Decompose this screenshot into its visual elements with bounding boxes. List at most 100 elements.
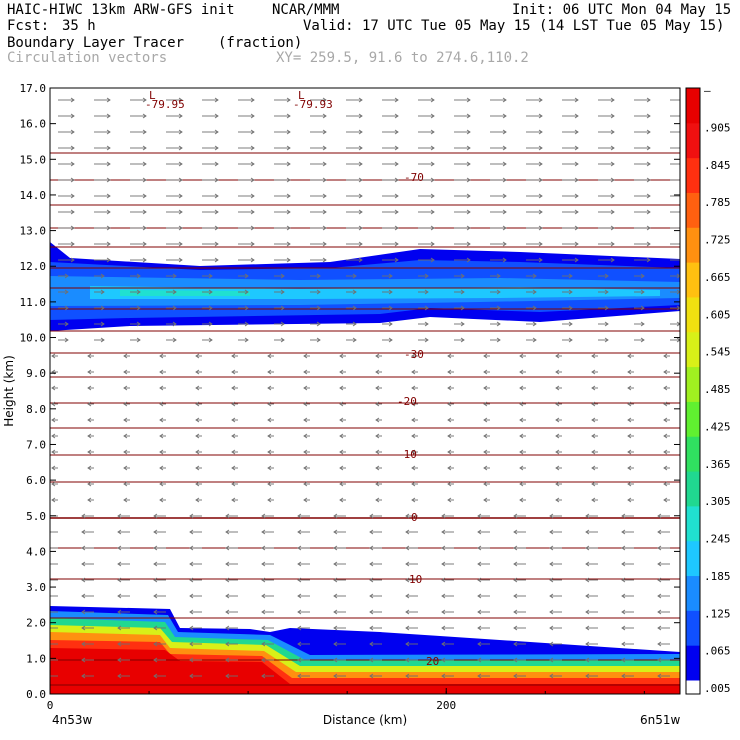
isoline	[50, 516, 680, 520]
contour-labels: -79.95 -79.93 -70 -30 -20 -10 0 10 20 L …	[145, 89, 439, 668]
vector-head	[303, 433, 308, 439]
vector-head	[339, 385, 344, 391]
contour-label: -79.93	[293, 98, 333, 111]
vector-head	[117, 673, 122, 679]
vector-head	[424, 289, 429, 295]
vector-head	[621, 561, 626, 567]
vector-head	[663, 385, 668, 391]
vector-head	[585, 593, 590, 599]
vector-head	[585, 577, 590, 583]
colorbar-label: .305	[704, 495, 731, 508]
vector-head	[358, 177, 363, 183]
vector-head	[261, 641, 266, 647]
vector-head	[70, 145, 75, 151]
vector-head	[225, 513, 230, 519]
vector-head	[447, 465, 452, 471]
vector-head	[267, 353, 272, 359]
vector-head	[430, 97, 435, 103]
y-tick-label: 8.0	[26, 403, 46, 416]
vector-head	[214, 145, 219, 151]
vector-head	[280, 289, 285, 295]
vector-head	[267, 417, 272, 423]
vector-head	[231, 465, 236, 471]
vector-head	[411, 497, 416, 503]
vector-head	[87, 449, 92, 455]
vector-head	[574, 177, 579, 183]
vector-head	[87, 481, 92, 487]
tracer-shading	[50, 242, 680, 694]
contour-label: 10	[409, 573, 422, 586]
vector-head	[657, 513, 662, 519]
vector-head	[477, 641, 482, 647]
x-axis-label: Distance (km)	[323, 713, 407, 727]
vector-head	[225, 625, 230, 631]
vector-head	[405, 657, 410, 663]
vector-head	[70, 97, 75, 103]
vector-head	[466, 113, 471, 119]
contour-label: -20	[397, 395, 417, 408]
vector-head	[574, 97, 579, 103]
vector-head	[214, 241, 219, 247]
colorbar-swatch	[686, 505, 700, 542]
vector-head	[46, 578, 49, 582]
vector-head	[339, 417, 344, 423]
vector-head	[231, 369, 236, 375]
vector-head	[430, 193, 435, 199]
vector-head	[405, 513, 410, 519]
vector-head	[46, 546, 49, 550]
vector-head	[214, 209, 219, 215]
vector-head	[117, 529, 122, 535]
colorbar-label: .725	[704, 234, 731, 247]
vector-head	[460, 337, 465, 343]
vector-head	[303, 481, 308, 487]
vector-head	[333, 609, 338, 615]
vector-head	[70, 177, 75, 183]
vector-head	[267, 449, 272, 455]
vector-head	[519, 369, 524, 375]
vector-head	[153, 545, 158, 551]
vector-head	[153, 641, 158, 647]
vector-head	[610, 193, 615, 199]
vector-head	[46, 594, 49, 598]
vector-head	[591, 401, 596, 407]
vector-head	[106, 161, 111, 167]
vector-head	[591, 417, 596, 423]
vector-head	[502, 97, 507, 103]
vector-head	[657, 561, 662, 567]
vector-head	[225, 609, 230, 615]
vector-head	[441, 609, 446, 615]
vector-head	[574, 145, 579, 151]
vector-head	[538, 241, 543, 247]
vector-head	[214, 193, 219, 199]
vector-head	[585, 641, 590, 647]
vector-head	[663, 497, 668, 503]
vector-head	[64, 321, 69, 327]
vector-head	[117, 561, 122, 567]
vector-head	[532, 321, 537, 327]
y-tick-label: 15.0	[20, 153, 47, 166]
vector-head	[142, 193, 147, 199]
vector-head	[663, 401, 668, 407]
vector-head	[261, 513, 266, 519]
vector-head	[369, 657, 374, 663]
vector-head	[621, 545, 626, 551]
vector-head	[466, 241, 471, 247]
vector-head	[81, 609, 86, 615]
vector-head	[369, 641, 374, 647]
vector-head	[322, 193, 327, 199]
isoline	[50, 427, 680, 429]
contour-label: -79.95	[145, 98, 185, 111]
vector-head	[513, 673, 518, 679]
vector-head	[621, 673, 626, 679]
vector-head	[358, 113, 363, 119]
vector-head	[339, 433, 344, 439]
colorbar-swatch	[686, 610, 700, 646]
vector-head	[513, 593, 518, 599]
vector-head	[142, 129, 147, 135]
vector-head	[117, 625, 122, 631]
vector-head	[117, 593, 122, 599]
vector-head	[585, 561, 590, 567]
vector-head	[286, 257, 291, 263]
vector-head	[405, 545, 410, 551]
vector-head	[81, 561, 86, 567]
